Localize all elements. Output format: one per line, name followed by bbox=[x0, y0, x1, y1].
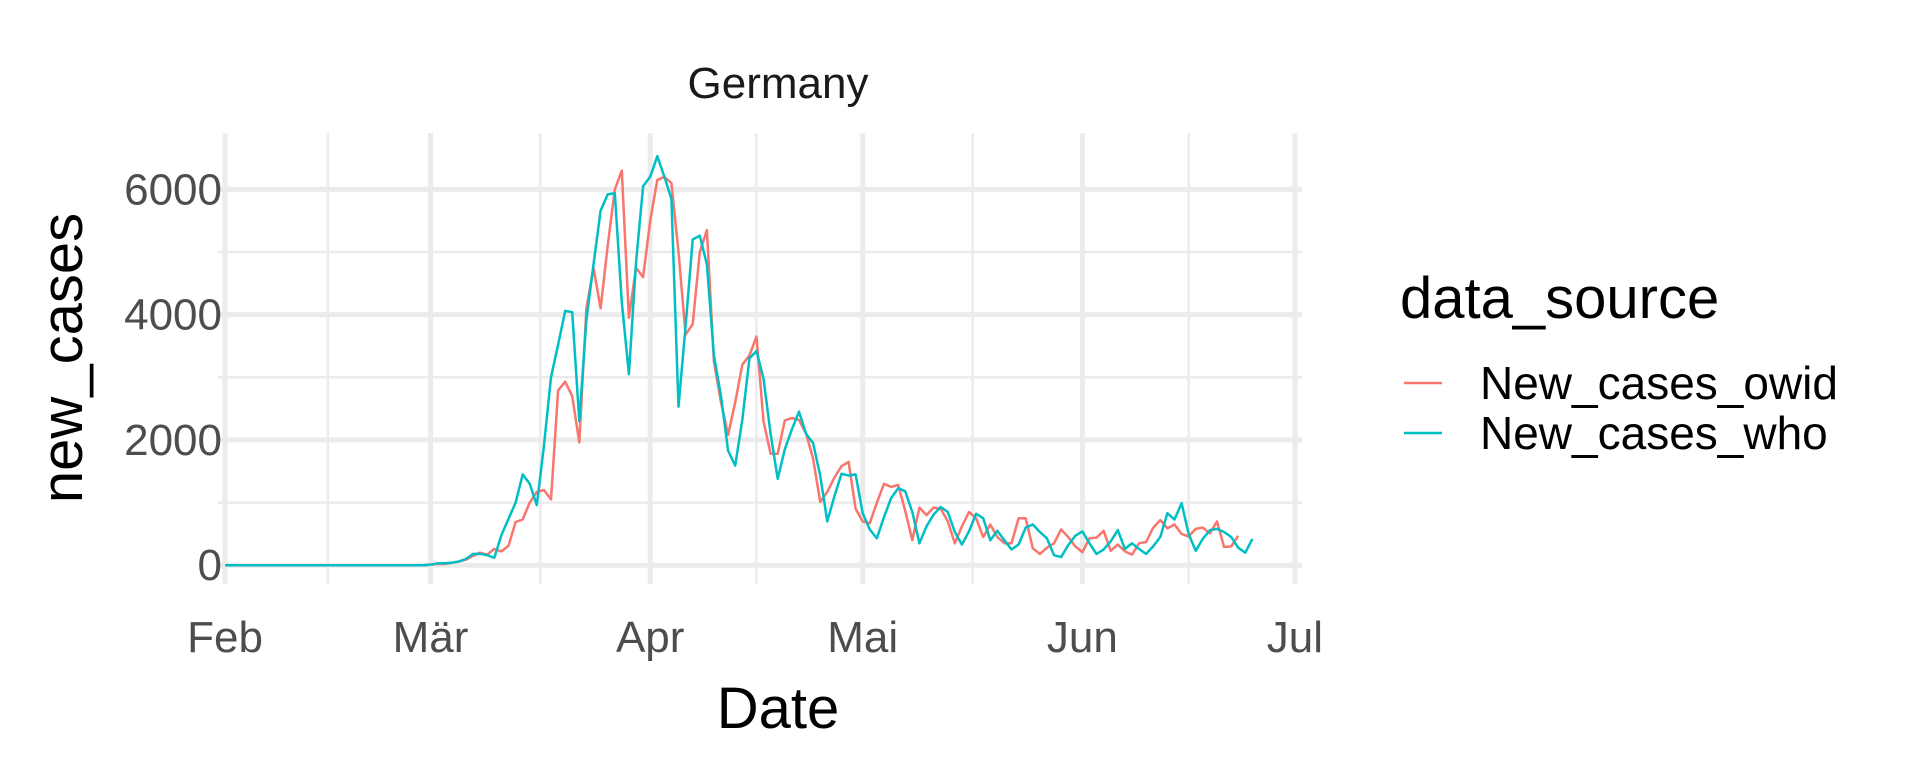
x-tick-label: Apr bbox=[616, 613, 684, 662]
series-line-new-cases-who bbox=[225, 154, 1254, 567]
plot-panel bbox=[218, 133, 1302, 584]
legend-title: data_source bbox=[1400, 266, 1719, 331]
y-tick-label: 2000 bbox=[124, 416, 222, 465]
y-axis-title: new_cases bbox=[30, 213, 95, 503]
y-tick-label: 0 bbox=[198, 541, 222, 590]
y-tick-label: 4000 bbox=[124, 291, 222, 340]
x-axis-title: Date bbox=[717, 676, 840, 741]
y-axis-ticks: 0 2000 4000 6000 bbox=[124, 165, 222, 590]
series-line-new-cases-owid bbox=[225, 169, 1240, 567]
x-tick-label: Feb bbox=[187, 613, 263, 662]
facet-strip-label: Germany bbox=[688, 59, 869, 108]
x-axis-ticks: Feb Mär Apr Mai Jun Jul bbox=[187, 613, 1323, 662]
legend-label: New_cases_who bbox=[1480, 407, 1828, 459]
y-tick-label: 6000 bbox=[124, 165, 222, 214]
x-tick-label: Mai bbox=[827, 613, 898, 662]
x-tick-label: Mär bbox=[393, 613, 469, 662]
x-tick-label: Jun bbox=[1047, 613, 1118, 662]
grid-layer bbox=[218, 133, 1302, 584]
x-tick-label: Jul bbox=[1267, 613, 1323, 662]
series-layer bbox=[225, 154, 1254, 567]
legend-label: New_cases_owid bbox=[1480, 357, 1838, 409]
